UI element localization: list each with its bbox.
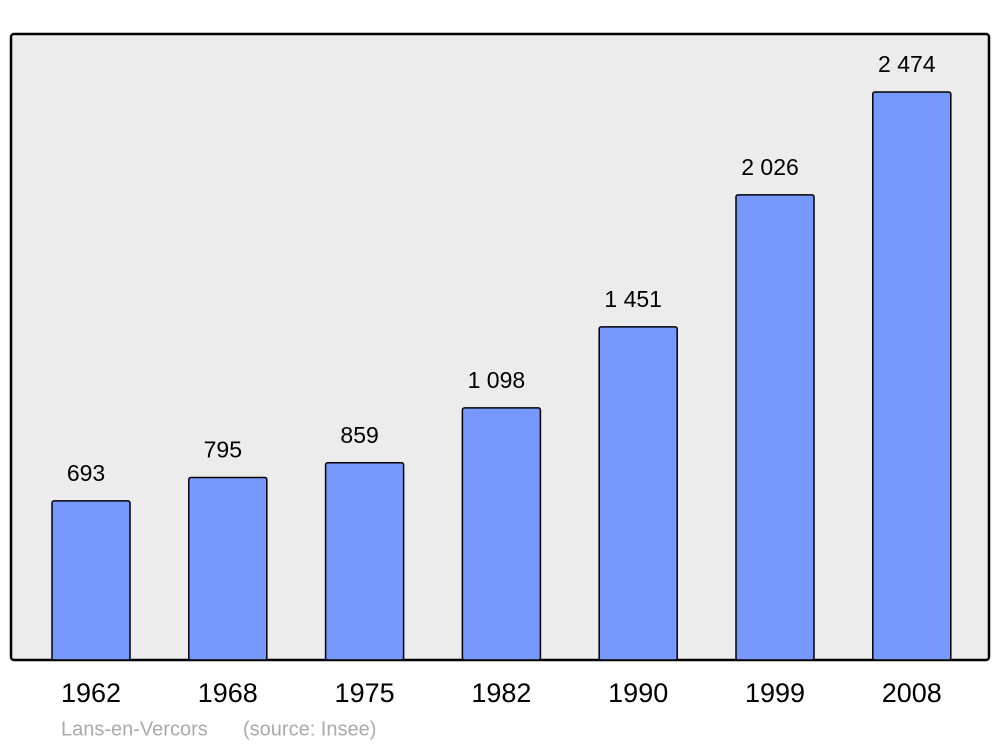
value-label: 2 026 xyxy=(741,154,799,180)
x-tick-label: 1999 xyxy=(745,678,805,708)
value-label: 1 451 xyxy=(604,286,662,312)
source: (source: Insee) xyxy=(243,718,376,740)
value-label: 1 098 xyxy=(468,367,526,393)
x-tick-label: 1975 xyxy=(335,678,395,708)
value-label: 795 xyxy=(204,437,242,463)
x-tick-label: 1982 xyxy=(471,678,531,708)
x-tick-label: 1990 xyxy=(608,678,668,708)
bar xyxy=(735,194,815,661)
bar xyxy=(324,462,405,661)
caption: Lans-en-Vercors xyxy=(61,718,208,740)
value-label: 2 474 xyxy=(878,51,936,77)
value-label: 859 xyxy=(340,422,378,448)
x-tick-label: 1968 xyxy=(198,678,258,708)
x-tick-label: 1962 xyxy=(61,678,121,708)
bar xyxy=(461,407,542,661)
value-label: 693 xyxy=(67,460,105,486)
bar xyxy=(598,326,678,661)
x-tick-label: 2008 xyxy=(882,678,942,708)
bar xyxy=(872,91,952,661)
bar xyxy=(188,476,268,661)
bar xyxy=(51,500,131,661)
